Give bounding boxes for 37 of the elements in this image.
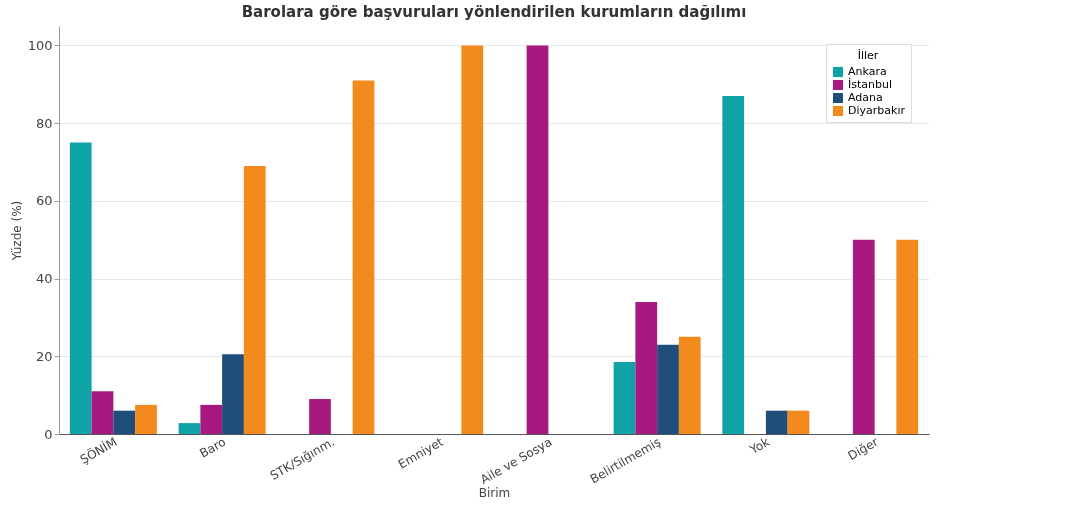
bar xyxy=(91,391,114,434)
bar xyxy=(200,404,223,434)
bar xyxy=(896,239,919,434)
bar xyxy=(243,165,266,434)
x-axis-title: Birim xyxy=(478,486,511,501)
bar xyxy=(69,142,92,434)
bar xyxy=(635,301,658,434)
bar xyxy=(852,239,875,434)
legend-label: Ankara xyxy=(848,65,887,78)
x-tick-label: Yok xyxy=(746,434,772,458)
legend-title: İller xyxy=(857,49,879,62)
bar xyxy=(352,80,375,434)
bar xyxy=(135,404,157,434)
legend-label: Adana xyxy=(848,91,883,104)
bar xyxy=(765,410,788,434)
bar xyxy=(787,410,810,434)
legend-label: İstanbul xyxy=(848,78,893,91)
legend-label: Diyarbakır xyxy=(848,104,906,117)
bar xyxy=(722,95,745,434)
bar xyxy=(657,344,679,434)
y-tick-label: 100 xyxy=(27,37,53,53)
bar xyxy=(222,354,244,434)
x-tick-label: Baro xyxy=(197,434,229,461)
y-tick-label: 60 xyxy=(35,193,53,209)
bar xyxy=(526,45,549,434)
chart-title: Barolara göre başvuruları yönlendirilen kurumların dağılımı xyxy=(241,3,747,21)
bar xyxy=(613,362,636,434)
y-axis-title: Yüzde (%) xyxy=(9,200,24,262)
bar xyxy=(461,45,484,434)
bar xyxy=(178,423,201,434)
y-tick-label: 20 xyxy=(35,348,53,364)
y-tick-label: 0 xyxy=(44,426,53,442)
y-tick-label: 40 xyxy=(35,271,53,287)
y-tick-label: 80 xyxy=(35,115,53,131)
bar xyxy=(113,410,136,434)
bar xyxy=(309,399,331,434)
bar xyxy=(678,336,701,434)
